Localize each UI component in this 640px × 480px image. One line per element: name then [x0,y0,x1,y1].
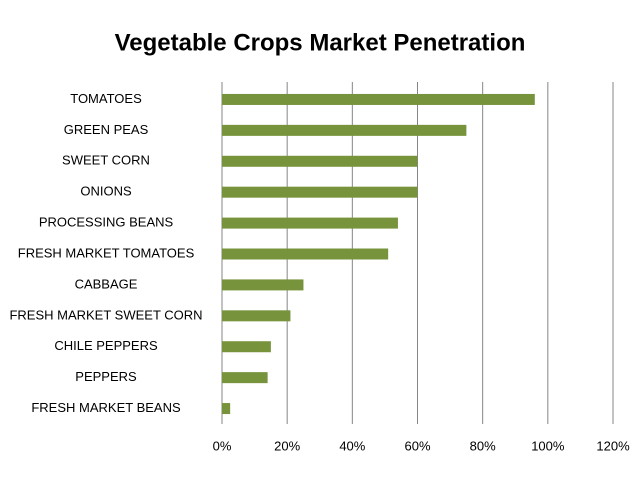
bar [222,403,231,415]
y-tick-label: CABBAGE [75,276,138,291]
bar [222,248,389,260]
x-tick-label: 60% [404,438,430,453]
y-tick-label: GREEN PEAS [64,122,149,137]
y-tick-label: FRESH MARKET BEANS [31,400,181,415]
x-tick-label: 100% [531,438,565,453]
x-tick-label: 0% [213,438,232,453]
y-tick-label: PROCESSING BEANS [39,215,174,230]
bar [222,279,304,291]
y-tick-label: SWEET CORN [62,153,150,168]
y-tick-label: PEPPERS [75,369,137,384]
y-tick-label: TOMATOES [70,91,142,106]
bar [222,310,291,322]
bar [222,341,271,353]
x-tick-label: 80% [470,438,496,453]
x-tick-label: 120% [596,438,630,453]
bar [222,155,418,167]
bar [222,93,535,105]
bar [222,217,398,229]
bar [222,186,418,198]
x-tick-label: 20% [274,438,300,453]
bar [222,372,268,384]
y-tick-label: FRESH MARKET TOMATOES [18,245,195,260]
chart-title: Vegetable Crops Market Penetration [115,29,526,56]
x-tick-label: 40% [339,438,365,453]
bar [222,124,467,136]
y-tick-label: FRESH MARKET SWEET CORN [9,307,202,322]
y-tick-label: ONIONS [80,184,132,199]
y-tick-label: CHILE PEPPERS [54,338,158,353]
